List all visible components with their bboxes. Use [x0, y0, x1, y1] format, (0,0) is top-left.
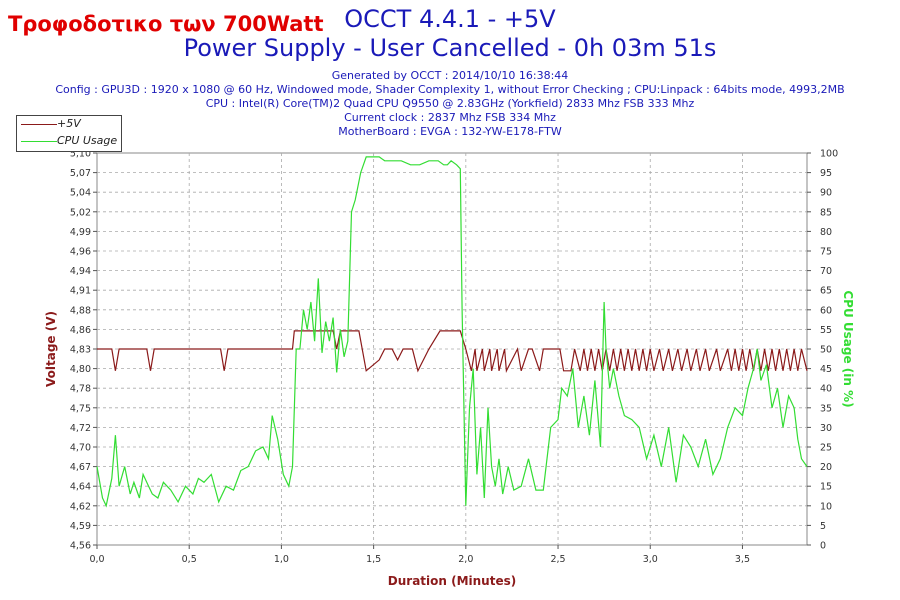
y-right-tick-label: 95 — [820, 168, 832, 179]
info-cpu: CPU : Intel(R) Core(TM)2 Quad CPU Q9550 … — [205, 97, 695, 110]
y-left-tick-label: 4,70 — [70, 443, 91, 454]
y-right-tick-label: 20 — [820, 462, 832, 473]
y-right-tick-label: 15 — [820, 482, 832, 493]
overlay-annotation: Τροφοδοτικο των 700Watt — [8, 12, 324, 36]
y-left-tick-label: 4,86 — [70, 325, 91, 336]
y-right-tick-label: 10 — [820, 501, 832, 512]
y-right-tick-label: 45 — [820, 364, 832, 375]
legend-item-voltage: +5V — [17, 117, 121, 133]
y-left-tick-label: 4,62 — [70, 501, 91, 512]
y-right-tick-label: 75 — [820, 247, 832, 258]
legend-swatch-cpu — [21, 141, 57, 142]
y-left-tick-label: 4,59 — [70, 521, 91, 532]
y-right-tick-label: 70 — [820, 266, 832, 277]
y-left-tick-label: 4,67 — [70, 462, 91, 473]
y-right-tick-label: 80 — [820, 227, 832, 238]
y-right-tick-label: 55 — [820, 325, 832, 336]
y-left-tick-label: 4,88 — [70, 305, 91, 316]
y-right-tick-label: 90 — [820, 188, 832, 199]
legend-label-voltage: +5V — [57, 117, 81, 130]
x-tick-label: 0,0 — [89, 554, 104, 565]
y-left-tick-label: 5,02 — [70, 207, 91, 218]
y-right-tick-label: 85 — [820, 207, 832, 218]
y-left-tick-label: 4,72 — [70, 423, 91, 434]
y-left-tick-label: 5,04 — [70, 188, 91, 199]
legend: +5V CPU Usage — [16, 115, 122, 152]
y-left-tick-label: 4,91 — [70, 286, 91, 297]
legend-item-cpu: CPU Usage — [17, 134, 121, 150]
y-right-tick-label: 25 — [820, 443, 832, 454]
x-tick-label: 0,5 — [182, 554, 197, 565]
info-current-clock: Current clock : 2837 Mhz FSB 334 Mhz — [344, 111, 556, 124]
x-tick-label: 1,5 — [366, 554, 381, 565]
x-tick-label: 3,0 — [643, 554, 658, 565]
y-right-tick-label: 35 — [820, 403, 832, 414]
y-right-tick-label: 50 — [820, 345, 832, 356]
y-left-tick-label: 4,94 — [70, 266, 91, 277]
y-right-tick-label: 30 — [820, 423, 832, 434]
x-tick-label: 3,5 — [735, 554, 750, 565]
y-right-tick-label: 100 — [820, 149, 838, 160]
legend-swatch-voltage — [21, 124, 57, 125]
info-motherboard: MotherBoard : EVGA : 132-YW-E178-FTW — [338, 125, 562, 138]
info-config: Config : GPU3D : 1920 x 1080 @ 60 Hz, Wi… — [55, 83, 845, 96]
y-left-tick-label: 5,07 — [70, 168, 91, 179]
chart-subtitle: Power Supply - User Cancelled - 0h 03m 5… — [183, 34, 717, 62]
y-right-tick-label: 65 — [820, 286, 832, 297]
y-axis-label-right: CPU Usage (in %) — [841, 290, 855, 407]
y-left-tick-label: 4,56 — [70, 541, 91, 552]
y-right-tick-label: 40 — [820, 384, 832, 395]
y-left-tick-label: 4,83 — [70, 345, 91, 356]
y-left-tick-label: 4,96 — [70, 247, 91, 258]
y-left-tick-label: 5,10 — [70, 149, 91, 160]
y-left-tick-label: 4,75 — [70, 403, 91, 414]
x-tick-label: 2,0 — [458, 554, 473, 565]
x-axis-label: Duration (Minutes) — [388, 574, 516, 588]
y-left-tick-label: 4,64 — [70, 482, 91, 493]
y-right-tick-label: 60 — [820, 305, 832, 316]
y-axis-label-left: Voltage (V) — [44, 311, 58, 387]
legend-label-cpu: CPU Usage — [57, 134, 118, 147]
x-tick-label: 2,5 — [550, 554, 565, 565]
y-left-tick-label: 4,99 — [70, 227, 91, 238]
y-right-tick-label: 0 — [820, 541, 826, 552]
y-right-tick-label: 5 — [820, 521, 826, 532]
y-left-tick-label: 4,78 — [70, 384, 91, 395]
series-line-cpu — [96, 156, 808, 508]
info-generated: Generated by OCCT : 2014/10/10 16:38:44 — [331, 69, 569, 82]
chart-title: OCCT 4.4.1 - +5V — [344, 5, 556, 33]
x-tick-label: 1,0 — [274, 554, 289, 565]
series-line-voltage — [97, 330, 808, 373]
y-left-tick-label: 4,80 — [70, 364, 91, 375]
